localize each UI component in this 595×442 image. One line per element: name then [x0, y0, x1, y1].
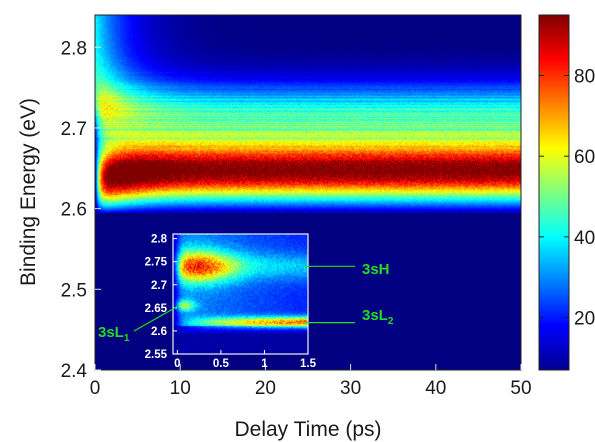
x-axis-label: Delay Time (ps)	[234, 418, 381, 441]
plot-frame	[94, 14, 522, 371]
peak-leader-line	[133, 305, 180, 332]
x-tick-label: 40	[425, 378, 446, 399]
colorbar-tick-label: 60	[574, 147, 595, 168]
peak-leader-lines	[133, 265, 355, 332]
inset-x-tick-label: 1	[261, 358, 268, 370]
inset-y-tick-label: 2.65	[145, 303, 168, 315]
colorbar-tick-label: 40	[574, 228, 595, 249]
x-tick-label: 30	[340, 378, 361, 399]
y-tick-label: 2.8	[61, 38, 87, 59]
y-axis-label: Binding Energy (eV)	[17, 98, 40, 286]
inset-axes: 0 0.5 1 1.5 2.55 2.6 2.65 2.7 2.75 2.8	[145, 234, 317, 370]
colorbar-tick-label: 80	[574, 67, 595, 88]
inset-frame	[172, 233, 309, 355]
colorbar	[538, 14, 570, 371]
inset-x-tick-label: 0	[174, 358, 180, 370]
y-tick-label: 2.7	[61, 119, 87, 140]
inset-heatmap-area	[173, 234, 308, 354]
x-tick-label: 50	[510, 378, 531, 399]
peak-label-3sl2: 3sL2	[362, 307, 394, 327]
y-axis: 2.4 2.5 2.6 2.7 2.8	[61, 38, 101, 382]
inset-y-tick-label: 2.6	[151, 326, 167, 338]
y-tick-label: 2.6	[61, 200, 87, 221]
inset-y-tick-label: 2.55	[145, 349, 168, 361]
peak-label-3sl1: 3sL1	[98, 324, 130, 344]
colorbar-ticks: 20 40 60 80	[539, 67, 595, 330]
inset-x-tick-label: 0.5	[213, 358, 230, 370]
inset-x-tick-label: 1.5	[300, 358, 317, 370]
x-tick-label: 0	[90, 378, 101, 399]
colorbar-tick-label: 20	[574, 309, 595, 330]
peak-label-3sh: 3sH	[362, 261, 390, 278]
y-tick-label: 2.5	[61, 280, 87, 301]
inset-heatmap-canvas	[173, 234, 308, 354]
x-axis: 0 10 20 30 40 50	[90, 364, 532, 399]
inset-y-tick-label: 2.75	[145, 257, 168, 269]
y-tick-label: 2.4	[61, 361, 88, 382]
inset-y-tick-label: 2.8	[151, 234, 168, 246]
peak-labels: 3sH 3sL2 3sL1	[98, 261, 394, 344]
x-tick-label: 10	[170, 378, 191, 399]
x-tick-label: 20	[255, 378, 276, 399]
inset-y-tick-label: 2.7	[151, 280, 167, 292]
